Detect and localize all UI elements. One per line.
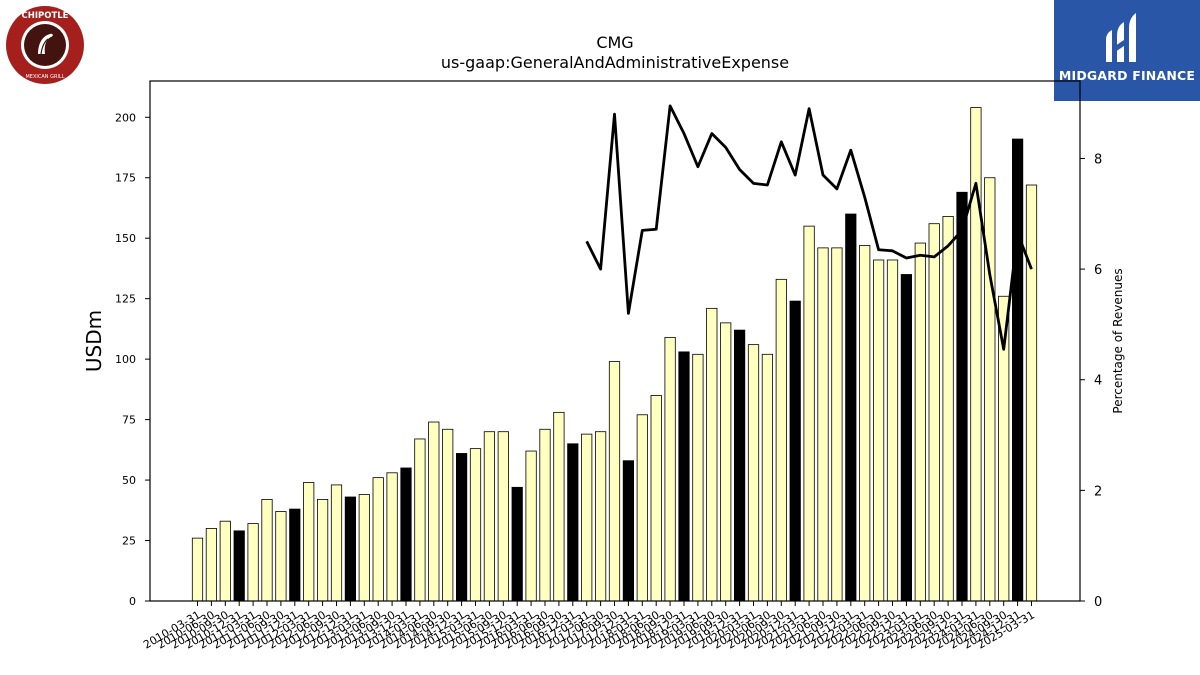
y2-tick-label: 8 <box>1094 152 1102 167</box>
bar-2014-03-31 <box>414 438 426 602</box>
bar-2013-03-31 <box>358 494 370 602</box>
chart-title: CMG <box>596 33 634 52</box>
bar-2012-06-30 <box>316 499 329 602</box>
bar-2012-03-31 <box>303 482 315 602</box>
midgard-finance-logo: MIDGARD FINANCE <box>1054 0 1200 101</box>
y-tick-label: 25 <box>122 535 136 548</box>
percentage-line <box>585 104 1033 351</box>
bar-2021-12-31 <box>845 213 857 602</box>
axes-layer: 0255075100125150175200024682010-03-31201… <box>115 80 1102 652</box>
bar-2024-12-31 <box>1012 138 1024 602</box>
bar-2015-09-30 <box>497 431 509 602</box>
y-tick-label: 0 <box>129 595 136 608</box>
bar-2011-09-30 <box>275 511 287 602</box>
bar-2014-09-30 <box>442 428 454 602</box>
bar-2024-03-31 <box>970 107 982 602</box>
y-tick-label: 100 <box>115 353 136 366</box>
bar-2013-06-30 <box>372 477 384 602</box>
y-tick-label: 150 <box>115 232 136 245</box>
bar-2019-03-31 <box>692 353 704 602</box>
bar-2018-09-30 <box>664 336 676 602</box>
line-layer <box>585 104 1033 351</box>
svg-text:MEXICAN GRILL: MEXICAN GRILL <box>25 74 64 80</box>
bar-2022-09-30 <box>886 259 899 602</box>
bar-2023-09-30 <box>942 216 954 602</box>
bar-2024-06-30 <box>984 177 996 602</box>
svg-text:CHIPOTLE: CHIPOTLE <box>22 11 69 21</box>
bar-2012-12-31 <box>344 496 357 602</box>
bar-2015-12-31 <box>511 486 523 602</box>
bar-2017-09-30 <box>608 361 621 602</box>
y-tick-label: 175 <box>115 172 136 185</box>
y2-tick-label: 2 <box>1094 484 1102 499</box>
bar-2018-12-31 <box>678 351 690 602</box>
bar-2011-06-30 <box>261 499 273 602</box>
bar-2017-12-31 <box>622 460 635 602</box>
bar-2020-03-31 <box>747 344 760 602</box>
bar-2019-06-30 <box>706 307 718 602</box>
bar-2010-03-31 <box>191 537 204 602</box>
bar-2016-06-30 <box>539 428 551 602</box>
bar-2015-03-31 <box>469 448 482 602</box>
bar-2010-12-31 <box>233 530 245 602</box>
bar-2013-12-31 <box>400 467 412 602</box>
bars-layer <box>191 107 1038 602</box>
chipotle-logo: CHIPOTLE MEXICAN GRILL <box>4 4 86 86</box>
chart-subtitle: us-gaap:GeneralAndAdministrativeExpense <box>440 53 790 72</box>
bar-2011-03-31 <box>247 523 259 602</box>
bar-2017-06-30 <box>595 431 607 602</box>
bar-2022-12-31 <box>900 274 913 602</box>
bar-2011-12-31 <box>289 508 301 602</box>
bar-2016-12-31 <box>567 443 579 602</box>
bar-2018-06-30 <box>650 395 662 602</box>
bar-2019-12-31 <box>734 329 746 602</box>
bar-2019-09-30 <box>720 322 732 602</box>
bar-2013-09-30 <box>386 472 398 602</box>
bar-2014-12-31 <box>455 453 468 602</box>
bar-2014-06-30 <box>428 421 440 602</box>
bar-2020-06-30 <box>761 353 774 602</box>
y2-tick-label: 0 <box>1094 595 1102 610</box>
y2-tick-label: 6 <box>1094 263 1102 278</box>
bar-2020-12-31 <box>789 300 801 602</box>
bar-2012-09-30 <box>330 484 343 602</box>
bar-2022-06-30 <box>873 259 885 602</box>
bar-2025-03-31 <box>1025 184 1038 602</box>
y2-tick-label: 4 <box>1094 374 1102 389</box>
y-axis-label: USDm <box>82 310 106 372</box>
bar-2015-06-30 <box>483 431 496 602</box>
bar-2023-03-31 <box>914 242 926 602</box>
bar-2021-06-30 <box>817 247 829 602</box>
bar-2023-12-31 <box>956 191 968 602</box>
bar-2010-06-30 <box>205 528 217 602</box>
bar-2020-09-30 <box>775 278 787 602</box>
y-tick-label: 75 <box>122 414 136 427</box>
bar-2023-06-30 <box>928 223 940 602</box>
bar-2022-03-31 <box>859 245 871 602</box>
bar-2017-03-31 <box>581 433 593 602</box>
bar-2010-09-30 <box>219 520 231 602</box>
bar-2018-03-31 <box>636 414 648 602</box>
y-tick-label: 200 <box>115 111 136 124</box>
bar-2016-09-30 <box>553 411 565 602</box>
y2-axis-label: Percentage of Revenues <box>1111 268 1125 413</box>
bar-2021-09-30 <box>831 247 843 602</box>
y-tick-label: 125 <box>115 293 136 306</box>
bar-2016-03-31 <box>525 450 537 602</box>
bar-2021-03-31 <box>803 225 815 602</box>
y-tick-label: 50 <box>122 474 136 487</box>
